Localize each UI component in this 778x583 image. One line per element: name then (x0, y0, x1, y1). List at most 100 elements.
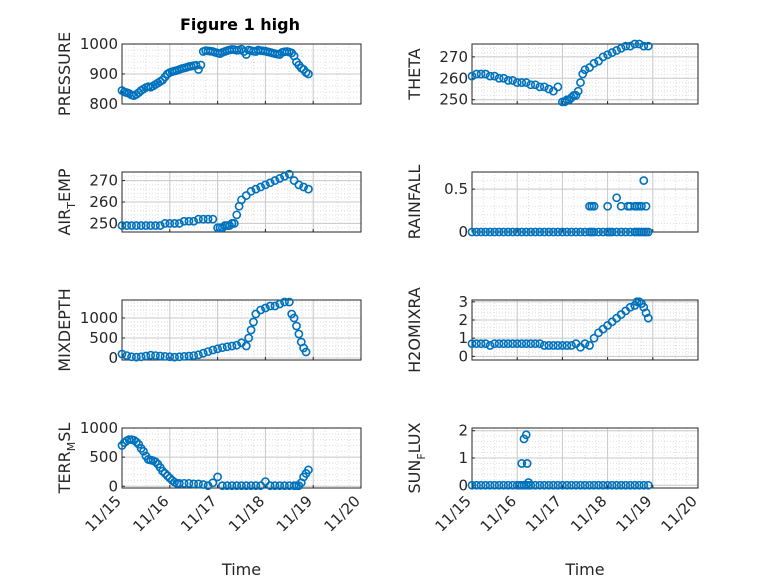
data-point (526, 339, 536, 349)
axes-box (471, 299, 699, 361)
data-point (580, 65, 590, 75)
data-point (481, 339, 490, 349)
data-point (499, 339, 509, 349)
data-point (503, 339, 513, 349)
data-point (304, 184, 313, 194)
data-point (481, 480, 490, 490)
data-point (598, 480, 608, 490)
y-axis-label: PRESSURE (55, 32, 74, 116)
data-point (643, 480, 653, 490)
data-point (544, 480, 554, 490)
data-point (292, 321, 301, 331)
data-point (494, 339, 504, 349)
y-tick-label: 800 (89, 95, 118, 113)
x-axis-label: Time (221, 560, 261, 579)
data-point (562, 341, 572, 350)
data-point (241, 481, 251, 491)
data-point (641, 201, 651, 211)
data-point (189, 351, 199, 360)
data-point (203, 347, 213, 356)
data-point (539, 480, 549, 490)
data-point (160, 219, 170, 228)
data-point (222, 342, 232, 352)
data-point (535, 227, 545, 237)
data-point (280, 171, 289, 181)
data-point (237, 481, 246, 491)
data-point (280, 481, 289, 491)
data-point (499, 480, 509, 490)
x-axis-label: Time (564, 560, 604, 579)
data-point (165, 352, 175, 362)
y-tick-label: 900 (89, 65, 118, 83)
data-point (241, 341, 251, 351)
data-point (141, 221, 151, 230)
axes-box (121, 299, 362, 361)
data-point (503, 76, 513, 85)
data-point (289, 176, 299, 185)
data-point (304, 465, 313, 475)
y-tick-label: 260 (89, 193, 118, 211)
data-point (571, 227, 581, 237)
data-point (567, 480, 576, 490)
data-point (562, 480, 572, 490)
data-point (198, 214, 208, 224)
data-point (494, 227, 504, 237)
data-point (158, 466, 168, 476)
y-tick-label: 1000 (80, 35, 118, 53)
data-point (155, 351, 165, 361)
data-point (249, 317, 258, 327)
data-point (571, 91, 581, 100)
data-point (625, 302, 635, 312)
data-point (127, 352, 136, 362)
data-point (265, 481, 275, 491)
data-point (141, 351, 151, 361)
data-point (517, 78, 527, 87)
data-point (194, 479, 203, 489)
data-point (485, 227, 495, 237)
data-point (558, 227, 567, 237)
data-point (571, 480, 581, 490)
data-point (612, 46, 622, 55)
y-tick-label: 2 (458, 422, 468, 440)
data-point (485, 480, 495, 490)
y-tick-label: 270 (89, 172, 118, 190)
subplot-3: 250 260 270 AIRTEMP (55, 168, 362, 236)
data-point (508, 339, 518, 349)
figure-title: Figure 1 high (180, 15, 300, 34)
y-tick-label: 500 (89, 329, 118, 347)
x-tick-label: 11/16 (477, 492, 520, 535)
data-point (232, 481, 242, 491)
data-point (637, 201, 646, 211)
data-point (117, 349, 127, 359)
data-point (275, 481, 285, 491)
data-point (558, 341, 567, 350)
data-point (146, 350, 156, 360)
data-point (237, 195, 246, 205)
data-point (517, 227, 527, 237)
data-point (275, 299, 285, 309)
data-point (260, 303, 270, 313)
data-point (580, 339, 590, 349)
data-point (174, 478, 184, 488)
data-point (625, 41, 635, 51)
data-point (548, 341, 558, 350)
data-point (241, 191, 251, 200)
x-tick-label: 11/18 (225, 492, 268, 535)
data-point (603, 201, 612, 211)
data-point (643, 227, 653, 237)
data-point (539, 341, 549, 350)
y-tick-label: 1000 (80, 309, 118, 327)
data-point (607, 227, 617, 237)
data-point (535, 480, 545, 490)
y-tick-label: 0 (458, 476, 468, 494)
data-point (485, 341, 495, 350)
data-point (490, 71, 499, 81)
data-point (151, 221, 160, 230)
data-point (512, 339, 522, 349)
data-point (612, 227, 622, 237)
data-point (585, 480, 594, 490)
data-point (578, 69, 588, 79)
data-point (229, 219, 239, 228)
data-point (127, 221, 136, 230)
data-point (289, 313, 299, 323)
